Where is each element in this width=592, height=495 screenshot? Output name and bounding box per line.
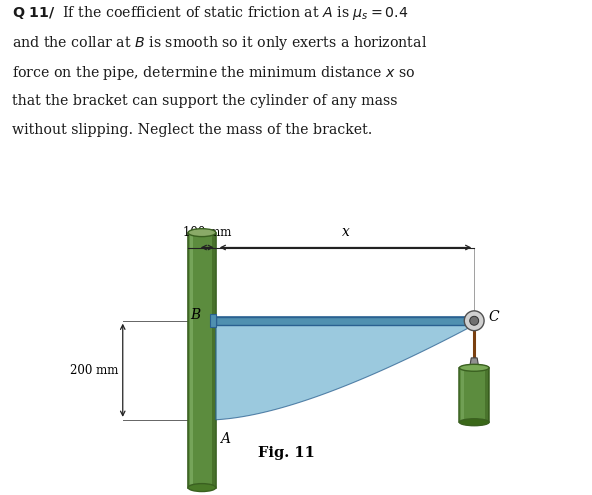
Text: B: B	[189, 308, 200, 322]
Text: that the bracket can support the cylinder of any mass: that the bracket can support the cylinde…	[12, 94, 397, 107]
Bar	[212, 235, 215, 485]
Text: C: C	[488, 310, 498, 324]
Text: force on the pipe, determine the minimum distance $x$ so: force on the pipe, determine the minimum…	[12, 64, 415, 82]
Text: 100 mm: 100 mm	[184, 226, 231, 239]
Bar	[485, 369, 488, 421]
Text: x: x	[342, 225, 349, 239]
Circle shape	[469, 316, 479, 325]
Bar	[459, 368, 489, 422]
Text: Fig. 11: Fig. 11	[258, 446, 314, 460]
Bar	[216, 317, 474, 325]
Circle shape	[464, 311, 484, 331]
Ellipse shape	[188, 229, 216, 237]
Text: and the collar at $B$ is smooth so it only exerts a horizontal: and the collar at $B$ is smooth so it on…	[12, 34, 427, 52]
Bar	[210, 314, 216, 328]
Text: 200 mm: 200 mm	[70, 364, 119, 377]
Ellipse shape	[188, 484, 216, 492]
Text: $\bf{Q\ 11/}$  If the coefficient of static friction at $A$ is $\mu_s = 0.4$: $\bf{Q\ 11/}$ If the coefficient of stat…	[12, 4, 408, 22]
Text: without slipping. Neglect the mass of the bracket.: without slipping. Neglect the mass of th…	[12, 123, 372, 137]
Ellipse shape	[459, 419, 489, 426]
Bar	[188, 233, 216, 488]
Bar	[189, 235, 193, 485]
Bar	[461, 369, 464, 421]
Ellipse shape	[459, 364, 489, 371]
Text: A: A	[220, 432, 230, 446]
Polygon shape	[216, 317, 474, 420]
Polygon shape	[469, 358, 479, 367]
